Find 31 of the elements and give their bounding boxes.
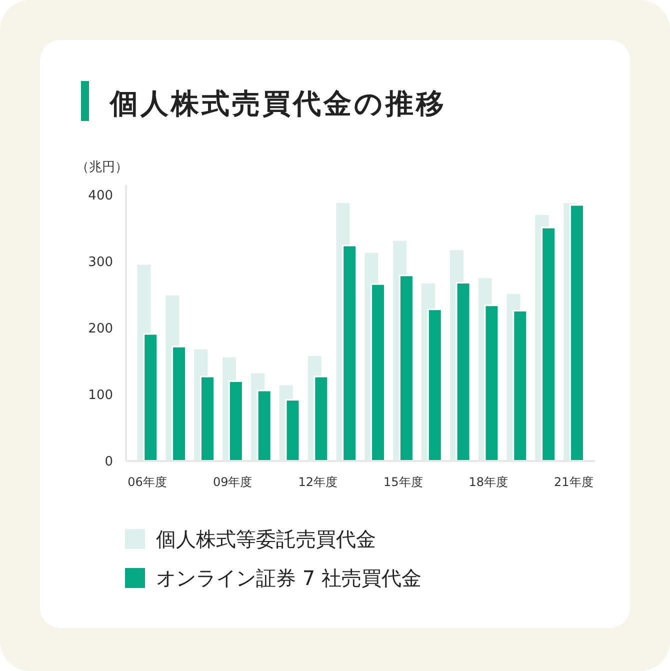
bar	[172, 346, 187, 462]
bar	[427, 308, 442, 462]
bar	[370, 283, 386, 462]
bar	[456, 282, 471, 462]
bar	[342, 244, 358, 462]
x-tick-label: 15年度	[383, 475, 423, 489]
y-tick-label: 400	[88, 188, 113, 204]
bar	[569, 204, 584, 462]
bar	[228, 380, 244, 462]
y-tick-label: 200	[88, 322, 113, 337]
bar	[484, 304, 500, 462]
bar	[285, 399, 300, 462]
x-tick-label: 21年度	[554, 475, 594, 489]
y-axis-title: （兆円）	[76, 160, 128, 175]
legend-label: オンライン証券 7 社売買代金	[156, 566, 422, 590]
legend-label: 個人株式等委託売買代金	[156, 527, 376, 552]
chart-title: 個人株式売買代金の推移	[109, 87, 446, 120]
x-tick-label: 18年度	[468, 475, 508, 489]
x-tick-label: 06年度	[128, 475, 167, 489]
x-tick-label: 09年度	[212, 475, 252, 489]
bar	[541, 226, 556, 462]
bar	[314, 376, 329, 462]
bar	[256, 390, 272, 462]
bar	[200, 376, 215, 462]
y-tick-label: 100	[88, 388, 113, 404]
bar	[398, 274, 414, 462]
y-tick-label: 300	[88, 255, 113, 270]
bar	[143, 333, 158, 462]
y-tick-label: 0	[104, 454, 113, 470]
x-tick-label: 12年度	[298, 475, 338, 489]
bar	[512, 310, 528, 462]
